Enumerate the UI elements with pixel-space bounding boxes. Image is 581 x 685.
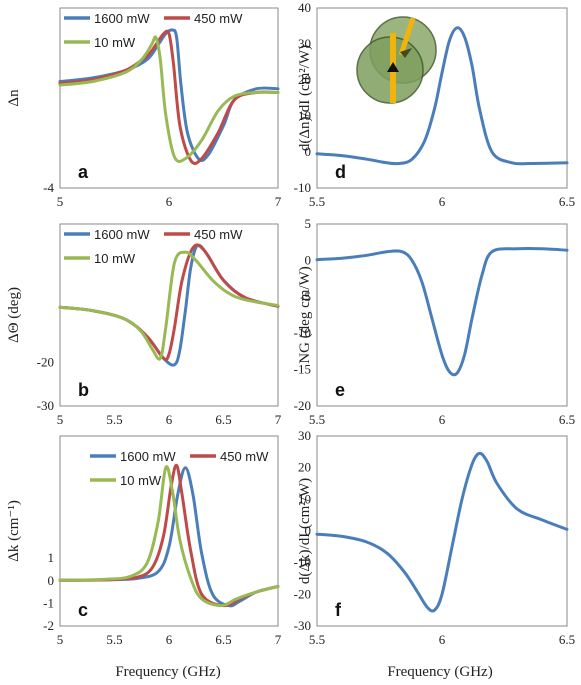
xlabel-right: Frequency (GHz) <box>387 664 492 680</box>
xtick-label: 6 <box>439 194 446 209</box>
legend-c: 1600 mW 450 mW 10 mW <box>90 449 269 488</box>
panel-f: 5.5 6 6.5 30 20 10 0 -10 -20 -30 d(Δk)/dI (cm²/W) f <box>294 428 575 647</box>
xtick-label: 5.5 <box>309 194 325 209</box>
ytick-label: -30 <box>294 618 311 633</box>
legend-entry: 1600 mW <box>120 449 176 464</box>
series-line-a-1 <box>58 29 280 165</box>
ylabel-f: d(Δk)/dI (cm²/W) <box>297 478 313 584</box>
ytick-label: -4 <box>43 180 54 195</box>
ylabel-b: ΔΘ (deg) <box>6 287 22 343</box>
plot-frame-f <box>316 435 568 627</box>
panel-label-c: c <box>78 600 88 620</box>
series-line-b-2 <box>58 250 280 361</box>
series-line-c-1 <box>58 463 280 608</box>
ytick-label: 30 <box>298 36 311 51</box>
ytick-label: -2 <box>43 618 54 633</box>
xtick-label: 6.5 <box>559 194 575 209</box>
xtick-label: 7 <box>275 412 282 427</box>
ytick-label: -10 <box>294 555 311 570</box>
panel-d: 5.5 6 6.5 40 30 20 10 0 -10 d(Δn)/dI (cm²/W) d <box>294 0 575 209</box>
series-line-c-0 <box>58 466 280 608</box>
ytick-label: 5 <box>305 216 312 231</box>
xtick-label: 7 <box>275 632 282 647</box>
series-line-e-0 <box>315 247 569 377</box>
legend-entry: 10 mW <box>94 35 136 50</box>
xtick-label: 6.5 <box>215 412 231 427</box>
ytick-label: 40 <box>298 0 311 15</box>
ytick-label: -20 <box>37 355 54 370</box>
inset-illustration-icon <box>356 16 437 104</box>
xtick-label: 5 <box>57 194 64 209</box>
xtick-label: 6 <box>166 632 173 647</box>
series-line-d-0 <box>315 26 569 166</box>
ylabel-e: NG (deg cm/W) <box>297 266 313 363</box>
xtick-label: 6 <box>439 412 446 427</box>
ytick-label: 20 <box>298 72 311 87</box>
panel-label-e: e <box>335 380 345 400</box>
panel-label-b: b <box>78 380 89 400</box>
series-line-c-2 <box>58 465 280 608</box>
xlabel-left: Frequency (GHz) <box>115 664 220 680</box>
ytick-label: -20 <box>294 398 311 413</box>
legend-entry: 1600 mW <box>94 227 150 242</box>
ytick-label: -20 <box>294 586 311 601</box>
ytick-label: -5 <box>300 289 311 304</box>
xtick-label: 6 <box>166 412 173 427</box>
ytick-label: -10 <box>294 180 311 195</box>
panel-e: 5.5 6 6.5 5 0 -5 -10 -15 -20 NG (deg cm/W) e <box>294 216 575 427</box>
ytick-label: -10 <box>294 325 311 340</box>
ytick-label: 0 <box>305 144 312 159</box>
xtick-label: 5 <box>57 632 64 647</box>
series-line-a-2 <box>58 35 280 163</box>
xtick-label: 6.5 <box>215 632 231 647</box>
ytick-label: 30 <box>298 428 311 443</box>
series-line-f-0 <box>315 451 569 613</box>
xtick-label: 6.5 <box>559 412 575 427</box>
xtick-label: 5.5 <box>106 632 122 647</box>
ylabel-a: Δn <box>6 89 22 107</box>
legend-entry: 10 mW <box>120 473 162 488</box>
xtick-label: 6 <box>439 632 446 647</box>
panel-c: 5 5.5 6 6.5 7 1 0 -1 -2 Δk (cm⁻¹) c 1600 mW 450 mW 10… <box>6 435 282 647</box>
legend-entry: 1600 mW <box>94 11 150 26</box>
legend-entry: 450 mW <box>194 11 243 26</box>
legend-entry: 450 mW <box>194 227 243 242</box>
ytick-label: 1 <box>48 550 55 565</box>
ytick-label: 10 <box>298 491 311 506</box>
panel-label-a: a <box>78 162 89 182</box>
ytick-label: 0 <box>48 573 55 588</box>
ytick-label: -30 <box>37 398 54 413</box>
plot-frame-a <box>59 7 279 189</box>
xtick-label: 7 <box>275 194 282 209</box>
ytick-label: -15 <box>294 362 311 377</box>
panel-label-f: f <box>335 600 342 620</box>
ytick-label: -1 <box>43 595 54 610</box>
legend-entry: 450 mW <box>220 449 269 464</box>
panel-label-d: d <box>335 162 346 182</box>
xtick-label: 5 <box>57 412 64 427</box>
legend-b: 1600 mW 450 mW 10 mW <box>64 227 243 266</box>
ytick-label: 0 <box>305 252 312 267</box>
xtick-label: 5.5 <box>309 412 325 427</box>
plot-frame-d <box>316 7 568 189</box>
panel-a: 5 6 7 -4 Δn a 1600 mW 450 mW 10 mW <box>6 7 282 209</box>
legend-a: 1600 mW 450 mW 10 mW <box>64 11 243 50</box>
ylabel-d: d(Δn)/dI (cm²/W) <box>297 45 313 151</box>
xtick-label: 5.5 <box>309 632 325 647</box>
panel-b: 5 5.5 6 6.5 7 -20 -30 ΔΘ (deg) b 1600 mW 450 mW 10 … <box>6 223 282 427</box>
xtick-label: 6.5 <box>559 632 575 647</box>
ylabel-c: Δk (cm⁻¹) <box>6 500 22 562</box>
ytick-label: 0 <box>305 523 312 538</box>
plot-frame-b <box>59 223 279 407</box>
legend-entry: 10 mW <box>94 251 136 266</box>
plot-frame-e <box>316 223 568 407</box>
xtick-label: 6 <box>166 194 173 209</box>
xtick-label: 5.5 <box>106 412 122 427</box>
ytick-label: 10 <box>298 108 311 123</box>
ytick-label: 20 <box>298 460 311 475</box>
plot-frame-c <box>59 435 279 627</box>
